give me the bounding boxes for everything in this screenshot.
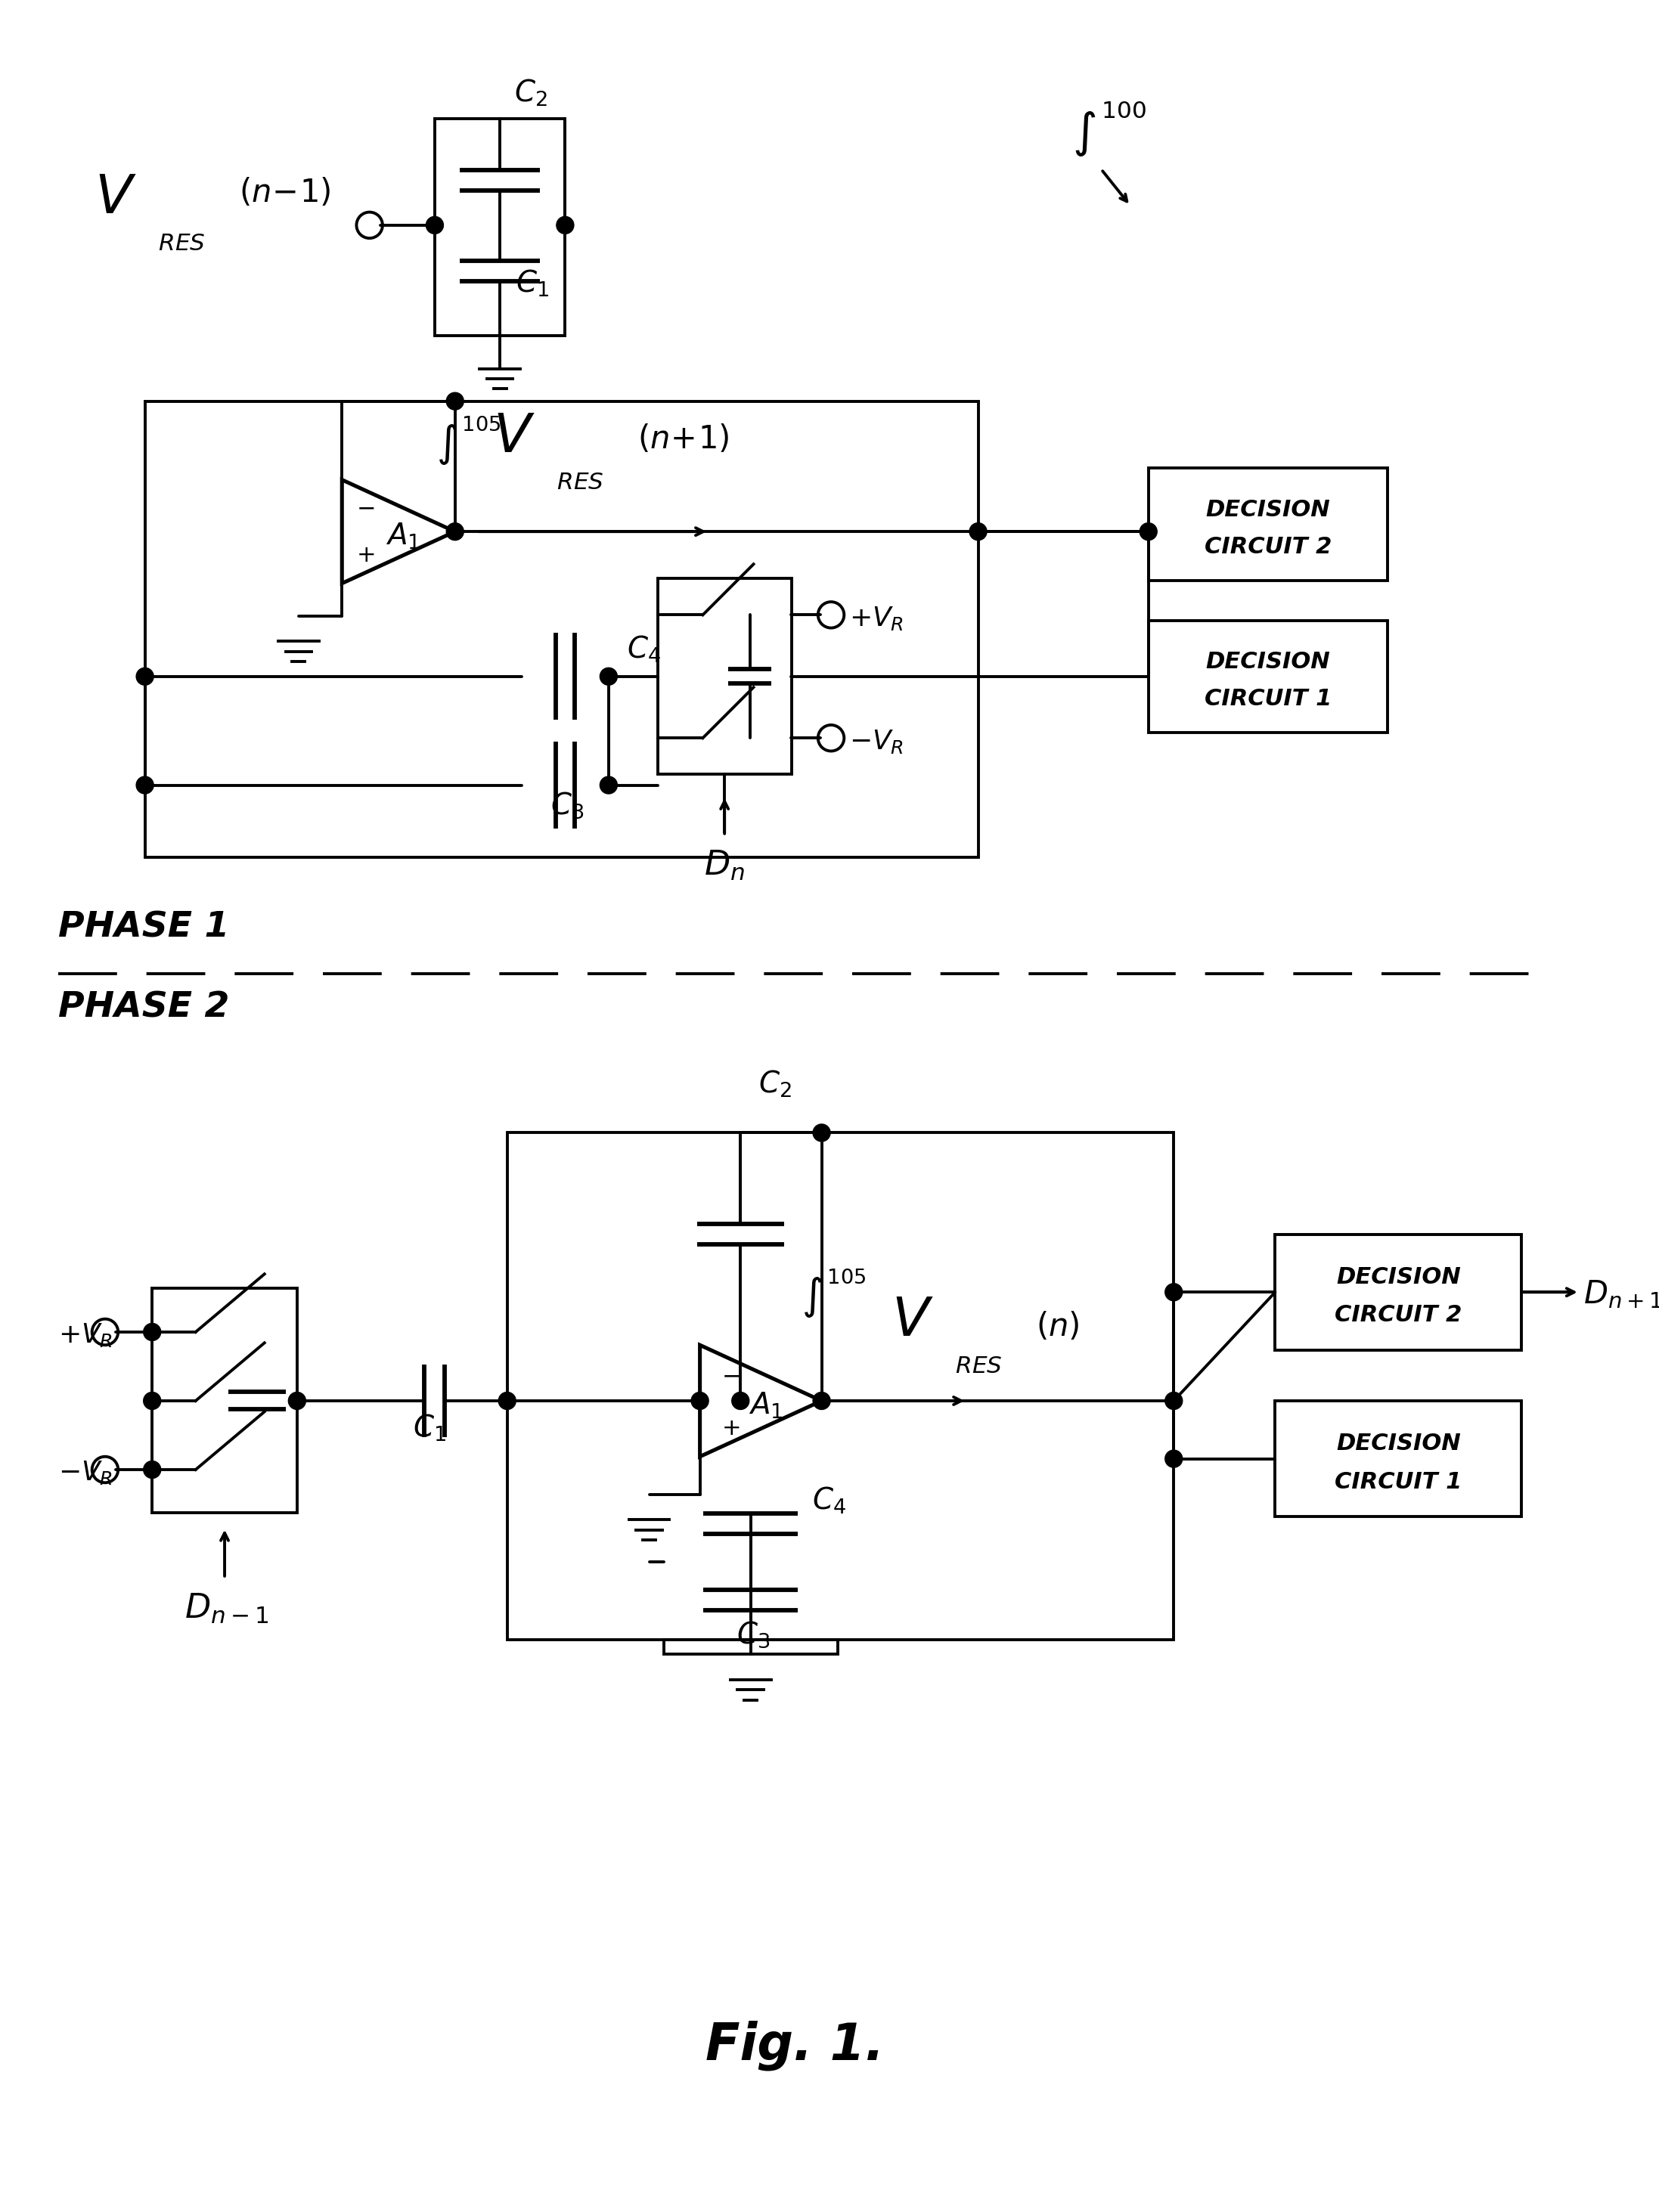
Text: $-V_R$: $-V_R$ xyxy=(849,728,904,754)
Bar xyxy=(1148,619,1387,732)
Circle shape xyxy=(601,668,617,686)
Circle shape xyxy=(732,1391,750,1409)
Text: $D_n$: $D_n$ xyxy=(705,849,745,883)
Circle shape xyxy=(1140,522,1156,540)
Circle shape xyxy=(969,522,987,540)
Bar xyxy=(1148,469,1387,580)
Text: CIRCUIT 2: CIRCUIT 2 xyxy=(1335,1305,1462,1327)
Bar xyxy=(657,580,791,774)
Text: CIRCUIT 1: CIRCUIT 1 xyxy=(1204,688,1332,710)
Text: $_{RES}$: $_{RES}$ xyxy=(956,1343,1002,1376)
Text: $-V_R$: $-V_R$ xyxy=(58,1460,113,1486)
Text: $C_3$: $C_3$ xyxy=(737,1619,770,1650)
Bar xyxy=(435,119,566,336)
Text: $\int^{100}$: $\int^{100}$ xyxy=(1072,100,1146,159)
Circle shape xyxy=(1165,1391,1183,1409)
Circle shape xyxy=(446,522,465,540)
Circle shape xyxy=(813,1124,830,1141)
Text: $\int^{105}$: $\int^{105}$ xyxy=(801,1267,866,1321)
Bar xyxy=(144,400,979,858)
Text: DECISION: DECISION xyxy=(1335,1265,1460,1287)
Circle shape xyxy=(556,217,574,234)
Circle shape xyxy=(136,776,154,794)
Circle shape xyxy=(1165,1283,1183,1301)
Circle shape xyxy=(813,1391,830,1409)
Text: $_{RES}$: $_{RES}$ xyxy=(556,458,604,491)
Text: $V$: $V$ xyxy=(95,173,136,223)
Text: $+$: $+$ xyxy=(722,1418,740,1440)
Circle shape xyxy=(498,1391,516,1409)
Bar xyxy=(153,1290,297,1513)
Circle shape xyxy=(143,1323,161,1340)
Text: $C_2$: $C_2$ xyxy=(758,1068,791,1099)
Text: $C_4$: $C_4$ xyxy=(627,635,660,664)
Circle shape xyxy=(692,1391,708,1409)
Text: CIRCUIT 2: CIRCUIT 2 xyxy=(1204,535,1332,557)
Text: $_{RES}$: $_{RES}$ xyxy=(158,219,206,252)
Text: $C_2$: $C_2$ xyxy=(514,77,547,108)
Text: $-$: $-$ xyxy=(722,1365,740,1387)
Circle shape xyxy=(136,668,154,686)
Text: Fig. 1.: Fig. 1. xyxy=(705,2020,884,2070)
Text: $+$: $+$ xyxy=(357,544,375,566)
Text: $+V_R$: $+V_R$ xyxy=(58,1323,113,1349)
Text: $-$: $-$ xyxy=(357,498,375,520)
Text: $V$: $V$ xyxy=(493,411,534,462)
Bar xyxy=(664,1639,838,1655)
Text: CIRCUIT 1: CIRCUIT 1 xyxy=(1335,1471,1462,1493)
Bar xyxy=(508,1133,1175,1639)
Text: DECISION: DECISION xyxy=(1206,498,1331,520)
Circle shape xyxy=(289,1391,305,1409)
Circle shape xyxy=(601,776,617,794)
Circle shape xyxy=(446,392,465,409)
Bar xyxy=(1276,1400,1521,1517)
Text: $C_3$: $C_3$ xyxy=(551,790,584,821)
Text: $\int^{105}$: $\int^{105}$ xyxy=(436,414,501,467)
Text: $+V_R$: $+V_R$ xyxy=(849,604,904,633)
Text: $C_1$: $C_1$ xyxy=(516,268,549,299)
Text: $C_1$: $C_1$ xyxy=(413,1413,446,1442)
Text: $A_1$: $A_1$ xyxy=(748,1391,783,1420)
Circle shape xyxy=(1165,1451,1183,1467)
Text: DECISION: DECISION xyxy=(1206,650,1331,672)
Text: PHASE 1: PHASE 1 xyxy=(58,911,229,945)
Text: DECISION: DECISION xyxy=(1335,1433,1460,1455)
Circle shape xyxy=(143,1391,161,1409)
Text: $V$: $V$ xyxy=(891,1294,934,1347)
Text: $C_4$: $C_4$ xyxy=(813,1484,846,1515)
Text: $D_{n+1}$: $D_{n+1}$ xyxy=(1583,1279,1659,1310)
Circle shape xyxy=(143,1460,161,1478)
Bar xyxy=(1276,1234,1521,1349)
Text: $D_{n-1}$: $D_{n-1}$ xyxy=(184,1593,269,1626)
Circle shape xyxy=(426,217,443,234)
Text: $(n\!-\!1)$: $(n\!-\!1)$ xyxy=(239,177,330,208)
Text: $(n\!+\!1)$: $(n\!+\!1)$ xyxy=(637,422,730,456)
Text: $(n)$: $(n)$ xyxy=(1037,1312,1080,1343)
Text: $A_1$: $A_1$ xyxy=(387,522,420,551)
Text: PHASE 2: PHASE 2 xyxy=(58,991,229,1024)
